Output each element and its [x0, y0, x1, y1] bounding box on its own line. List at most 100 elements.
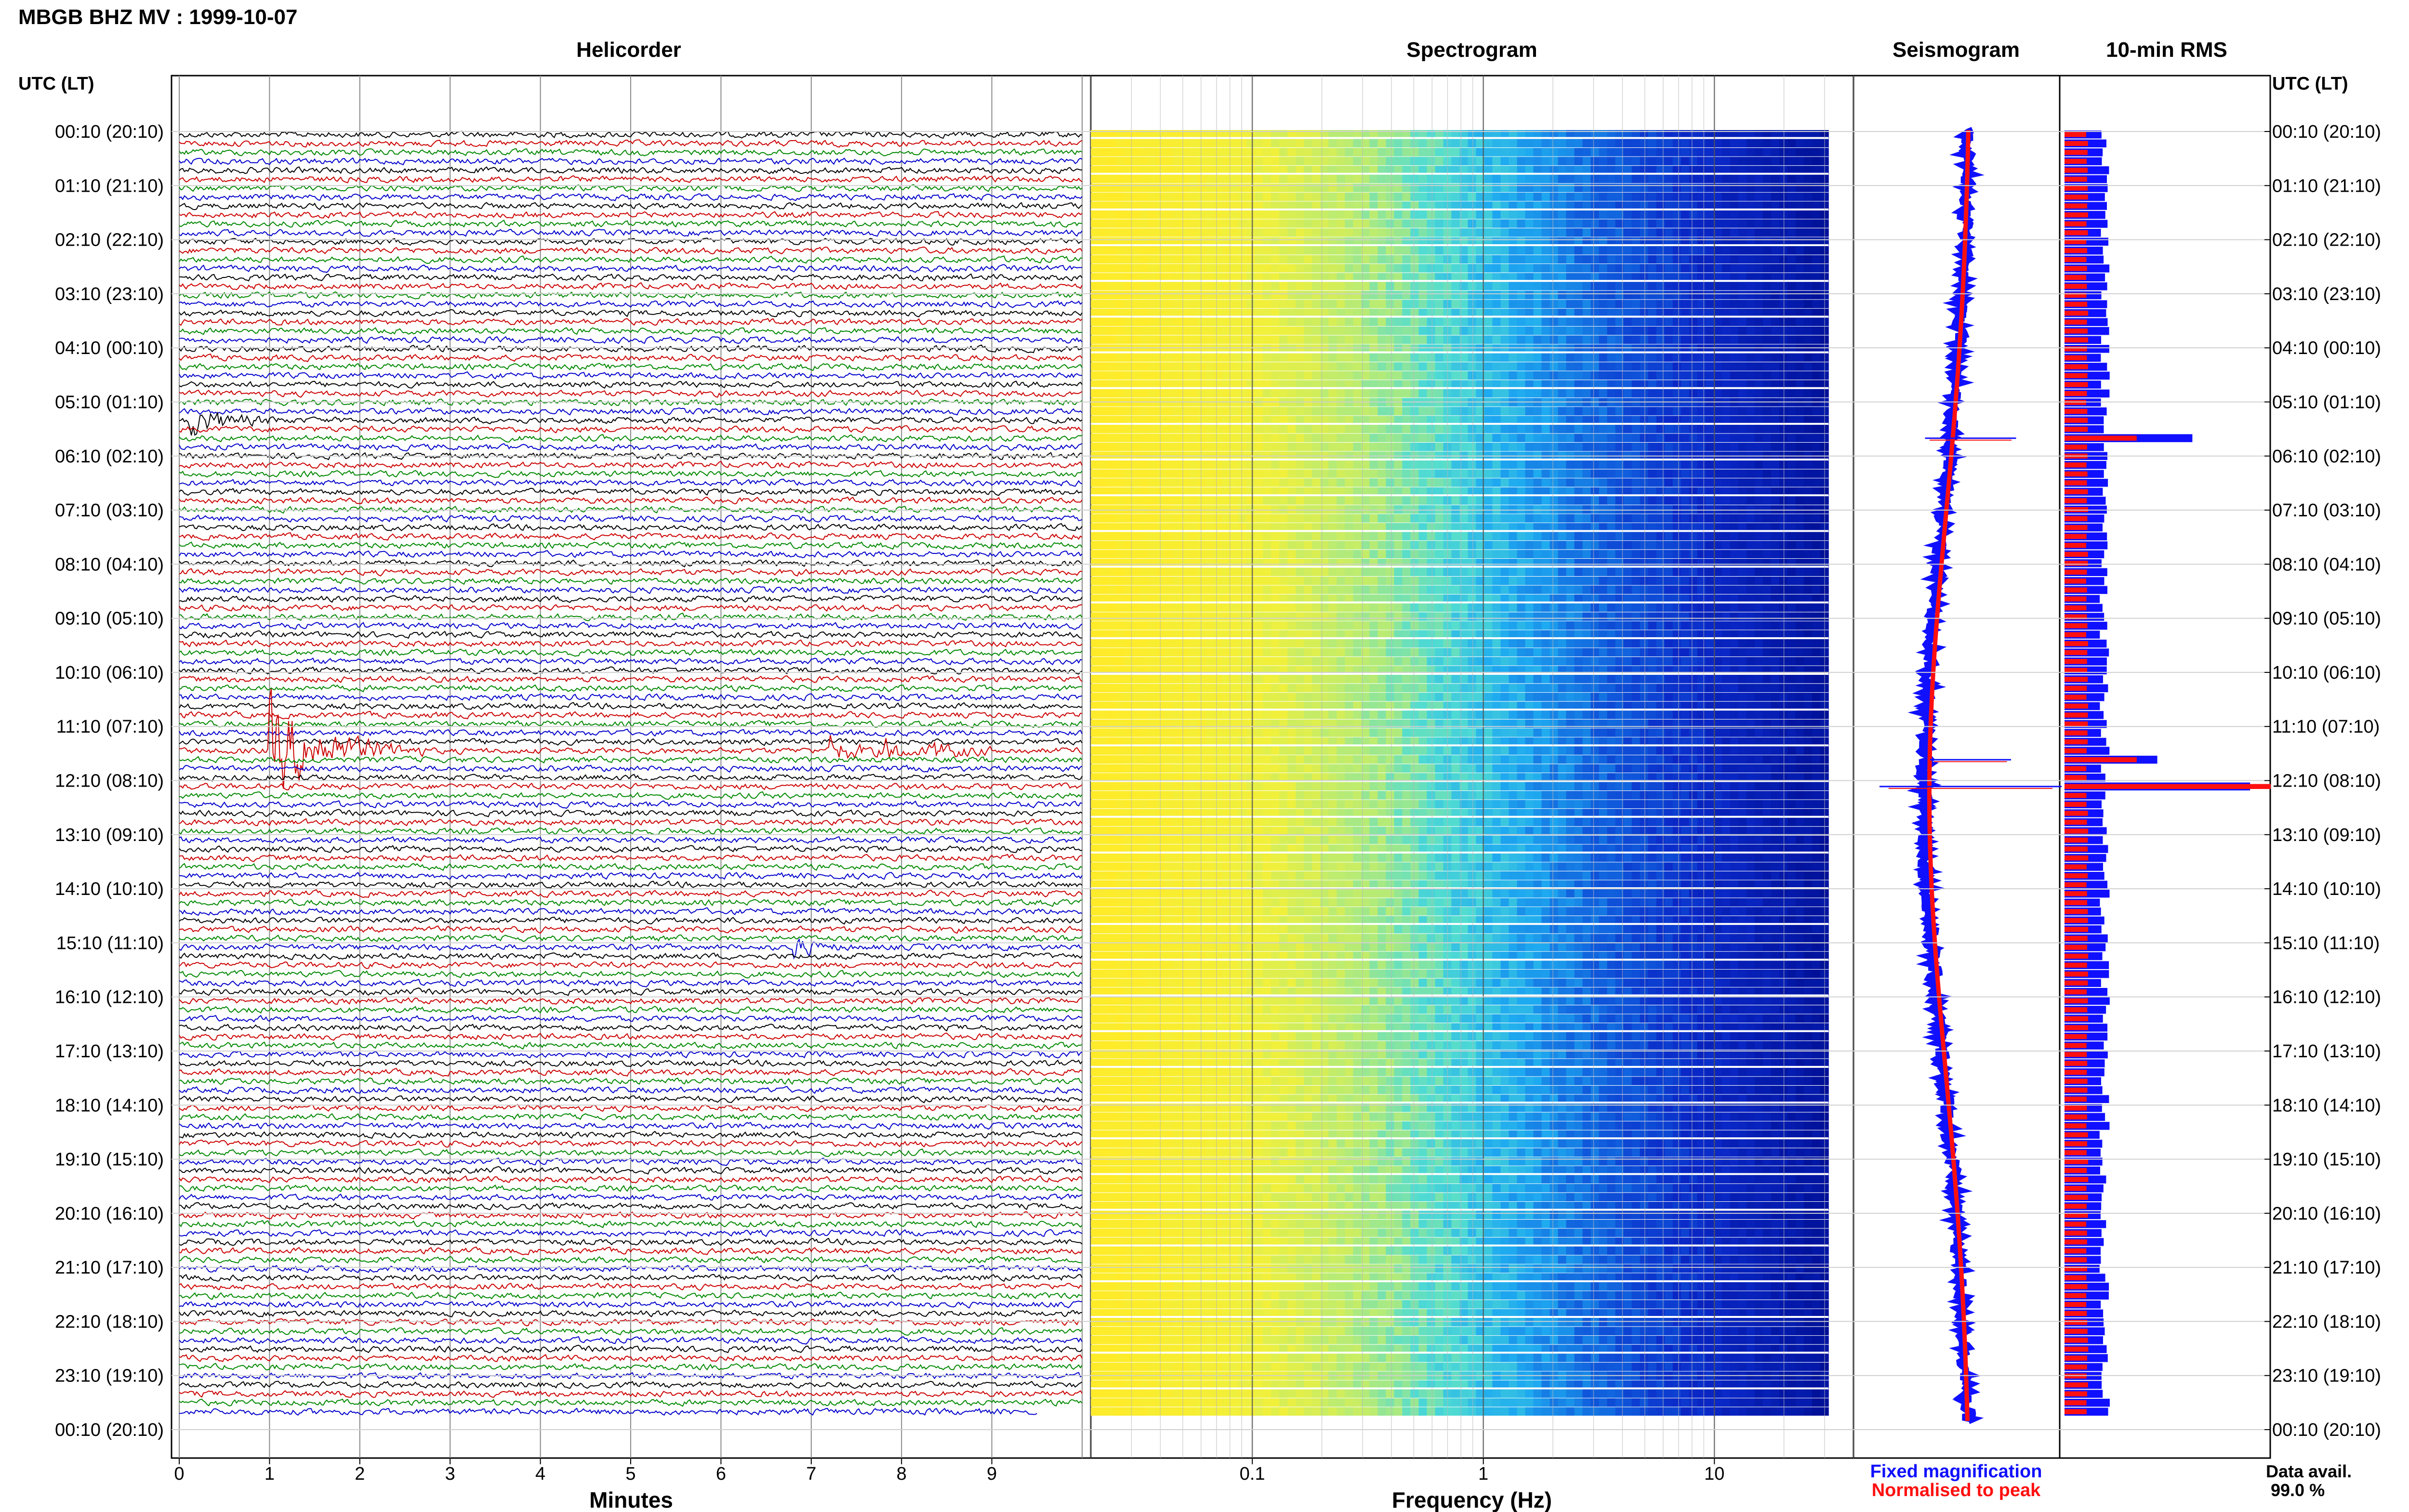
- spectrogram-cell: [1345, 389, 1353, 398]
- spectrogram-cell: [1697, 434, 1706, 442]
- spectrogram-cell: [1722, 434, 1731, 442]
- spectrogram-cell: [1377, 496, 1386, 505]
- spectrogram-cell: [1386, 568, 1394, 577]
- spectrogram-cell: [1230, 505, 1239, 514]
- spectrogram-cell: [1205, 157, 1214, 166]
- spectrogram-cell: [1091, 604, 1099, 612]
- spectrogram-cell: [1099, 434, 1108, 442]
- spectrogram-cell: [1287, 255, 1296, 264]
- spectrogram-cell: [1287, 425, 1296, 434]
- spectrogram-cell: [1771, 157, 1780, 166]
- spectrogram-cell: [1755, 604, 1763, 612]
- spectrogram-cell: [1140, 541, 1149, 550]
- spectrogram-cell: [1738, 300, 1747, 308]
- spectrogram-cell: [1452, 505, 1460, 514]
- spectrogram-cell: [1624, 514, 1632, 523]
- spectrogram-cell: [1115, 425, 1124, 434]
- spectrogram-cell: [1418, 514, 1427, 523]
- spectrogram-cell: [1525, 148, 1534, 157]
- spectrogram-cell: [1304, 586, 1312, 594]
- spectrogram-cell: [1550, 496, 1559, 505]
- spectrogram-cell: [1583, 219, 1591, 228]
- spectrogram-cell: [1099, 586, 1108, 594]
- spectrogram-cell: [1205, 407, 1214, 416]
- spectrogram-cell: [1697, 264, 1706, 273]
- spectrogram-cell: [1755, 246, 1763, 255]
- spectrogram-cell: [1730, 157, 1739, 166]
- spectrogram-cell: [1484, 184, 1493, 192]
- spectrogram-cell: [1140, 362, 1149, 371]
- spectrogram-cell: [1115, 362, 1124, 371]
- spectrogram-cell: [1689, 210, 1698, 219]
- spectrogram-cell: [1542, 300, 1550, 308]
- spectrogram-cell: [1542, 219, 1550, 228]
- spectrogram-cell: [1410, 336, 1419, 344]
- spectrogram-cell: [1246, 470, 1255, 478]
- spectrogram-cell: [1124, 264, 1132, 273]
- spectrogram-cell: [1124, 470, 1132, 478]
- spectrogram-cell: [1665, 336, 1673, 344]
- spectrogram-cell: [1148, 336, 1157, 344]
- spectrogram-cell: [1804, 425, 1813, 434]
- spectrogram-cell: [1607, 550, 1616, 559]
- spectrogram-cell: [1369, 460, 1378, 469]
- spectrogram-cell: [1165, 568, 1173, 577]
- spectrogram-cell: [1812, 255, 1821, 264]
- spectrogram-cell: [1124, 568, 1132, 577]
- spectrogram-cell: [1107, 604, 1116, 612]
- spectrogram-cell: [1706, 264, 1714, 273]
- spectrogram-cell: [1369, 175, 1378, 184]
- spectrogram-cell: [1624, 264, 1632, 273]
- spectrogram-cell: [1222, 541, 1231, 550]
- spectrogram-cell: [1632, 460, 1641, 469]
- spectrogram-cell: [1427, 255, 1436, 264]
- spectrogram-cell: [1558, 496, 1567, 505]
- spectrogram-cell: [1525, 210, 1534, 219]
- spectrogram-cell: [1493, 425, 1501, 434]
- spectrogram-cell: [1296, 425, 1304, 434]
- spectrogram-cell: [1337, 389, 1345, 398]
- spectrogram-cell: [1730, 210, 1739, 219]
- spectrogram-cell: [1689, 264, 1698, 273]
- spectrogram-cell: [1148, 184, 1157, 192]
- spectrogram-cell: [1542, 612, 1550, 621]
- spectrogram-cell: [1263, 586, 1271, 594]
- spectrogram-cell: [1099, 246, 1108, 255]
- spectrogram-cell: [1328, 514, 1337, 523]
- spectrogram-cell: [1673, 514, 1681, 523]
- spectrogram-cell: [1115, 514, 1124, 523]
- spectrogram-cell: [1591, 336, 1600, 344]
- spectrogram-cell: [1706, 282, 1714, 290]
- spectrogram-cell: [1353, 612, 1362, 621]
- spectrogram-cell: [1353, 157, 1362, 166]
- spectrogram-cell: [1214, 184, 1222, 192]
- spectrogram-cell: [1755, 407, 1763, 416]
- spectrogram-cell: [1771, 604, 1780, 612]
- spectrogram-cell: [1771, 210, 1780, 219]
- spectrogram-cell: [1394, 148, 1403, 157]
- spectrogram-cell: [1755, 425, 1763, 434]
- spectrogram-cell: [1197, 354, 1206, 362]
- spectrogram-cell: [1566, 210, 1575, 219]
- spectrogram-cell: [1435, 300, 1444, 308]
- spectrogram-cell: [1517, 532, 1526, 540]
- spectrogram-cell: [1312, 470, 1321, 478]
- spectrogram-cell: [1427, 264, 1436, 273]
- spectrogram-cell: [1812, 219, 1821, 228]
- spectrogram-cell: [1148, 612, 1157, 621]
- spectrogram-cell: [1328, 300, 1337, 308]
- spectrogram-cell: [1222, 371, 1231, 380]
- spectrogram-cell: [1140, 470, 1149, 478]
- spectrogram-cell: [1722, 577, 1731, 585]
- spectrogram-cell: [1796, 586, 1804, 594]
- spectrogram-cell: [1796, 354, 1804, 362]
- spectrogram-cell: [1173, 362, 1181, 371]
- spectrogram-cell: [1189, 291, 1198, 300]
- spectrogram-cell: [1353, 371, 1362, 380]
- spectrogram-cell: [1418, 193, 1427, 201]
- spectrogram-cell: [1566, 336, 1575, 344]
- spectrogram-cell: [1140, 389, 1149, 398]
- spectrogram-cell: [1099, 478, 1108, 487]
- spectrogram-cell: [1402, 157, 1411, 166]
- spectrogram-cell: [1214, 317, 1222, 326]
